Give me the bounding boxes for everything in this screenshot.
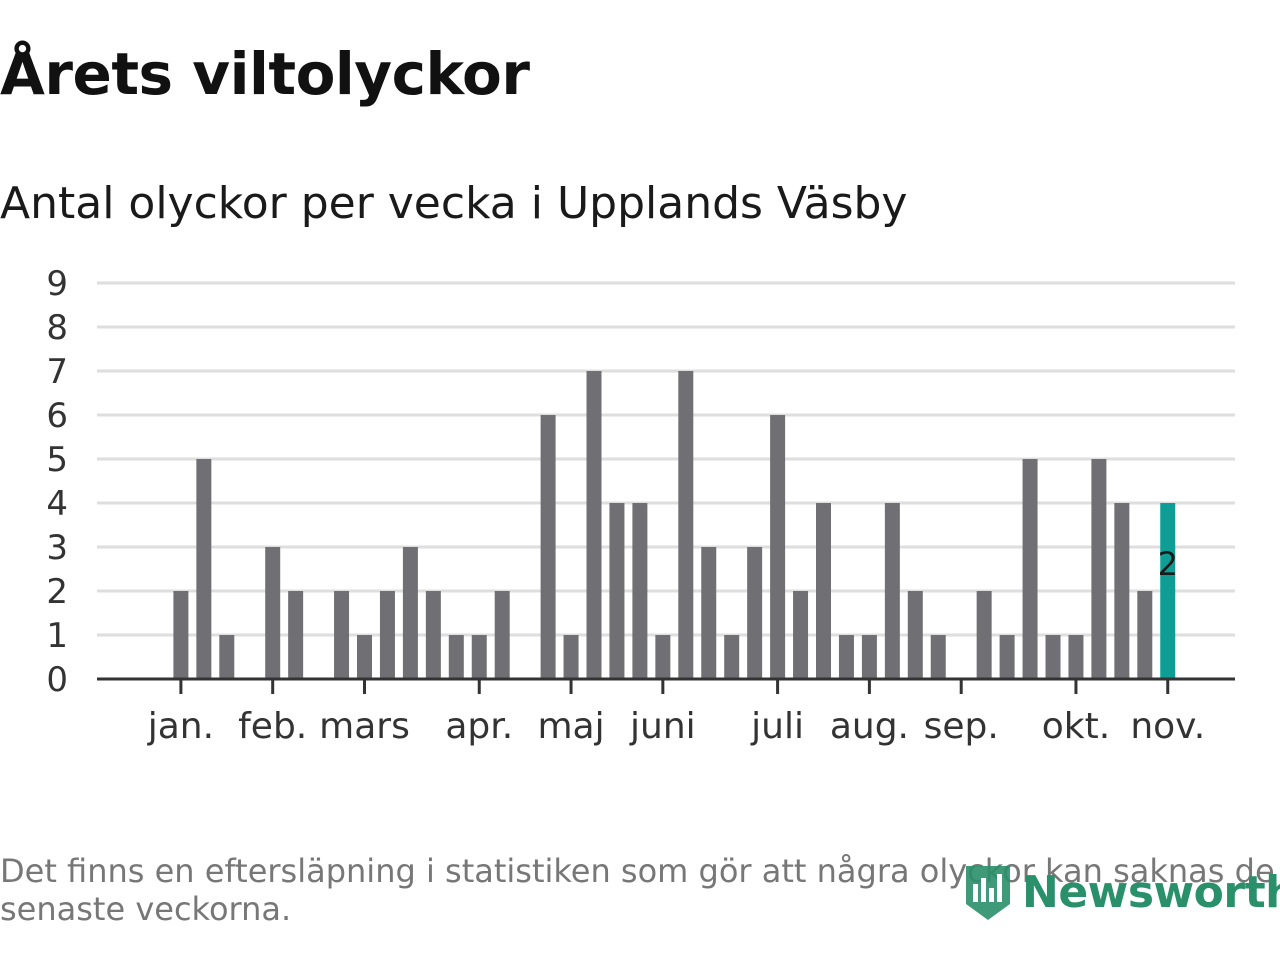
x-tick-label: okt. (1042, 706, 1110, 747)
chart-subtitle: Antal olyckor per vecka i Upplands Väsby (0, 178, 908, 229)
chart-title: Årets viltolyckor (0, 40, 530, 108)
x-tick-label: juli (750, 706, 804, 747)
x-tick-label: juni (629, 706, 696, 747)
x-tick-label: maj (537, 706, 604, 747)
y-tick-label: 2 (46, 572, 68, 612)
bar-week-14 (425, 591, 441, 679)
bar-week-19 (540, 415, 556, 679)
bars (173, 371, 1176, 679)
bar-week-34 (884, 503, 900, 679)
footnote: Det finns en eftersläpning i statistiken… (0, 852, 1275, 928)
y-tick-label: 1 (46, 616, 68, 656)
bar-week-8 (288, 591, 304, 679)
bar-week-31 (816, 503, 831, 679)
bar-week-15 (448, 635, 464, 679)
bar-week-23 (632, 503, 648, 679)
x-tick-label: mars (319, 706, 410, 747)
bar-week-26 (701, 547, 717, 679)
bar-week-17 (494, 591, 510, 679)
bar-week-39 (999, 635, 1015, 679)
x-tick-label: sep. (924, 706, 999, 747)
bar-week-20 (563, 635, 579, 679)
x-axis-ticks: jan. feb. mars apr. maj juni juli aug. sep. okt. n… (147, 679, 1205, 747)
x-tick-label: aug. (830, 706, 909, 747)
newsworthy-logo-icon (966, 866, 1010, 920)
bar-latest-week (1160, 503, 1176, 679)
bar-week-10 (334, 591, 350, 679)
brand-name: Newsworthy (1022, 866, 1280, 918)
x-tick-label: apr. (445, 706, 513, 747)
gridlines (97, 281, 1235, 637)
data-labels: 2 (1158, 545, 1178, 583)
bar-week-33 (861, 635, 877, 679)
y-tick-label: 0 (46, 660, 68, 700)
bar-week-11 (357, 635, 372, 679)
y-tick-label: 7 (46, 352, 68, 392)
bar-week-12 (379, 591, 395, 679)
bar-week-29 (770, 415, 786, 679)
bar-week-41 (1045, 635, 1061, 679)
bar-week-42 (1068, 635, 1084, 679)
y-tick-label: 4 (46, 484, 68, 524)
bar-week-45 (1137, 591, 1153, 679)
bar-week-4 (196, 459, 212, 679)
bar-week-30 (793, 591, 809, 679)
bar-week-13 (402, 547, 418, 679)
brand-logo: Newsworthy (962, 860, 1280, 924)
bar-week-40 (1022, 459, 1038, 679)
x-tick-label: jan. (147, 706, 214, 747)
bar-week-28 (747, 547, 763, 679)
bar-week-44 (1114, 503, 1130, 679)
bar-week-27 (724, 635, 740, 679)
y-tick-label: 5 (46, 440, 68, 480)
bar-week-25 (678, 371, 694, 679)
bar-week-36 (930, 635, 946, 679)
x-tick-label: nov. (1130, 706, 1205, 747)
y-tick-label: 3 (46, 528, 68, 568)
bar-week-21 (586, 371, 602, 679)
bar-week-5 (219, 635, 235, 679)
bar-week-35 (907, 591, 923, 679)
latest-value-label: 2 (1158, 545, 1178, 583)
y-tick-label: 9 (46, 264, 68, 304)
bar-week-16 (471, 635, 487, 679)
bar-week-43 (1091, 459, 1107, 679)
bar-week-38 (976, 591, 992, 679)
bar-week-24 (655, 635, 671, 679)
bar-week-7 (265, 547, 281, 679)
bar-week-3 (173, 591, 189, 679)
bar-week-32 (838, 635, 854, 679)
bar-week-22 (609, 503, 625, 679)
y-tick-label: 8 (46, 308, 68, 348)
x-tick-label: feb. (238, 706, 307, 747)
y-tick-label: 6 (46, 396, 68, 436)
